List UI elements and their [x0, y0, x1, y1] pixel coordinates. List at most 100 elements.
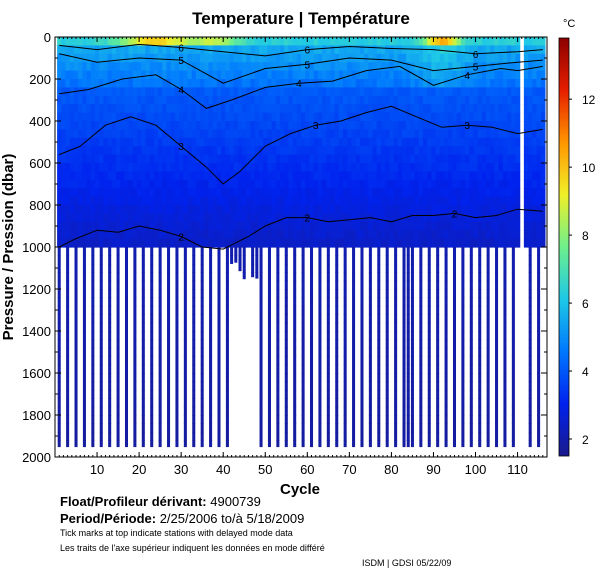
profile-cycle-25 [158, 37, 163, 448]
x-tick-label: 40 [216, 462, 230, 477]
x-tick-label: 90 [426, 462, 440, 477]
contour-label-5: 5 [305, 60, 311, 71]
profile-cycle-15 [115, 37, 121, 448]
profile-cycle-13 [107, 37, 113, 448]
profile-cycle-14 [111, 37, 117, 248]
x-tick-label: 70 [342, 462, 356, 477]
profile-cycle-63 [317, 37, 323, 448]
x-tick-label: 80 [384, 462, 398, 477]
period-end: 5/18/2009 [246, 511, 305, 526]
profile-cycle-10 [94, 37, 100, 248]
float-id-line: Float/Profileur dérivant: 4900739 [60, 494, 261, 509]
contour-label-6: 6 [178, 44, 184, 55]
profile-cycle-103 [486, 37, 491, 448]
profile-cycle-102 [481, 37, 487, 248]
contour-3 [59, 105, 543, 185]
profile-cycle-22 [145, 37, 151, 248]
profile-cycle-33 [191, 37, 197, 448]
profile-cycle-61 [309, 37, 315, 448]
x-tick-label: 10 [90, 462, 104, 477]
colorbar-tick-label: 2 [582, 433, 589, 447]
x-tick-label: 20 [132, 462, 146, 477]
profile-cycle-58 [296, 37, 302, 248]
profile-cycle-51 [267, 37, 273, 448]
profile-cycle-93 [443, 37, 449, 448]
profile-cycle-16 [120, 37, 125, 248]
contour-label-4: 4 [178, 86, 184, 97]
plot-area [55, 37, 547, 457]
profile-cycle-57 [292, 37, 298, 448]
y-tick-label: 1200 [22, 282, 51, 297]
profile-cycle-92 [439, 37, 445, 248]
contour-label-4: 4 [464, 71, 470, 82]
profile-cycle-46 [246, 37, 252, 248]
contour-label-4: 4 [296, 79, 302, 90]
profile-cycle-104 [490, 37, 496, 248]
contour-label-6: 6 [473, 50, 479, 61]
float-label: Float/Profileur dérivant: [60, 494, 207, 509]
y-tick-label: 0 [44, 30, 51, 45]
contour-label-2: 2 [178, 233, 184, 244]
profile-cycle-42 [229, 37, 235, 264]
profile-cycle-88 [422, 37, 428, 248]
profile-cycle-71 [351, 37, 357, 448]
contour-5 [59, 53, 543, 84]
y-axis-label: Pressure / Pression (dbar) [0, 154, 17, 341]
profile-cycle-50 [263, 37, 268, 248]
profile-cycle-95 [452, 37, 458, 448]
profile-cycle-80 [389, 37, 395, 248]
profile-cycle-107 [502, 37, 508, 448]
profile-cycle-39 [216, 37, 222, 448]
y-tick-label: 2000 [22, 450, 51, 465]
profile-cycle-48 [254, 37, 260, 279]
profile-cycle-69 [343, 37, 348, 448]
profile-cycle-4 [69, 37, 75, 248]
y-tick-label: 1400 [22, 324, 51, 339]
y-tick-label: 600 [29, 156, 51, 171]
profile-cycle-53 [275, 37, 281, 448]
profile-cycle-27 [166, 37, 172, 448]
profile-cycle-75 [368, 37, 374, 448]
profile-cycle-78 [380, 37, 386, 248]
profile-cycle-18 [128, 37, 134, 248]
contour-label-2: 2 [452, 209, 458, 220]
profile-cycle-106 [498, 37, 504, 248]
contour-6 [59, 43, 543, 57]
axes: 10 20 30 40 50 60 70 80 90 100 110 0 200 400 600 800 100… [22, 30, 547, 477]
profile-cycle-23 [149, 37, 155, 448]
profile-cycle-26 [162, 37, 168, 248]
profile-cycle-114 [532, 37, 538, 248]
profile-cycle-87 [418, 37, 424, 448]
profile-cycle-12 [103, 37, 109, 248]
profile-cycle-109 [511, 37, 517, 448]
contour-label-5: 5 [178, 56, 184, 67]
profile-cycle-90 [431, 37, 437, 248]
profile-cycle-82 [397, 37, 403, 248]
profile-cycle-67 [334, 37, 340, 448]
profile-cycle-38 [212, 37, 218, 248]
profile-cycle-110 [515, 37, 521, 248]
profile-cycle-49 [258, 37, 264, 448]
chart-title: Temperature | Température [192, 9, 410, 28]
profile-cycle-74 [364, 37, 369, 248]
contour-4 [59, 65, 543, 109]
x-tick-label: 110 [507, 462, 528, 477]
y-tick-label: 400 [29, 114, 51, 129]
profile-cycle-35 [200, 37, 205, 448]
profile-cycle-45 [242, 37, 247, 280]
y-tick-label: 200 [29, 72, 51, 87]
contour-label-3: 3 [464, 121, 470, 132]
colorbar-tick-label: 12 [582, 93, 596, 107]
profile-cycle-24 [153, 37, 159, 248]
profile-cycle-1 [57, 37, 62, 448]
profile-cycle-68 [338, 37, 344, 248]
profile-cycle-5 [73, 37, 79, 448]
profile-cycle-44 [237, 37, 243, 272]
contour-label-6: 6 [305, 46, 311, 57]
profile-cycle-112 [523, 37, 529, 248]
note-french: Les traits de l'axe supérieur indiquent … [60, 543, 325, 553]
note-english: Tick marks at top indicate stations with… [60, 528, 293, 538]
profile-cycle-28 [170, 37, 176, 248]
contour-label-3: 3 [178, 142, 184, 153]
